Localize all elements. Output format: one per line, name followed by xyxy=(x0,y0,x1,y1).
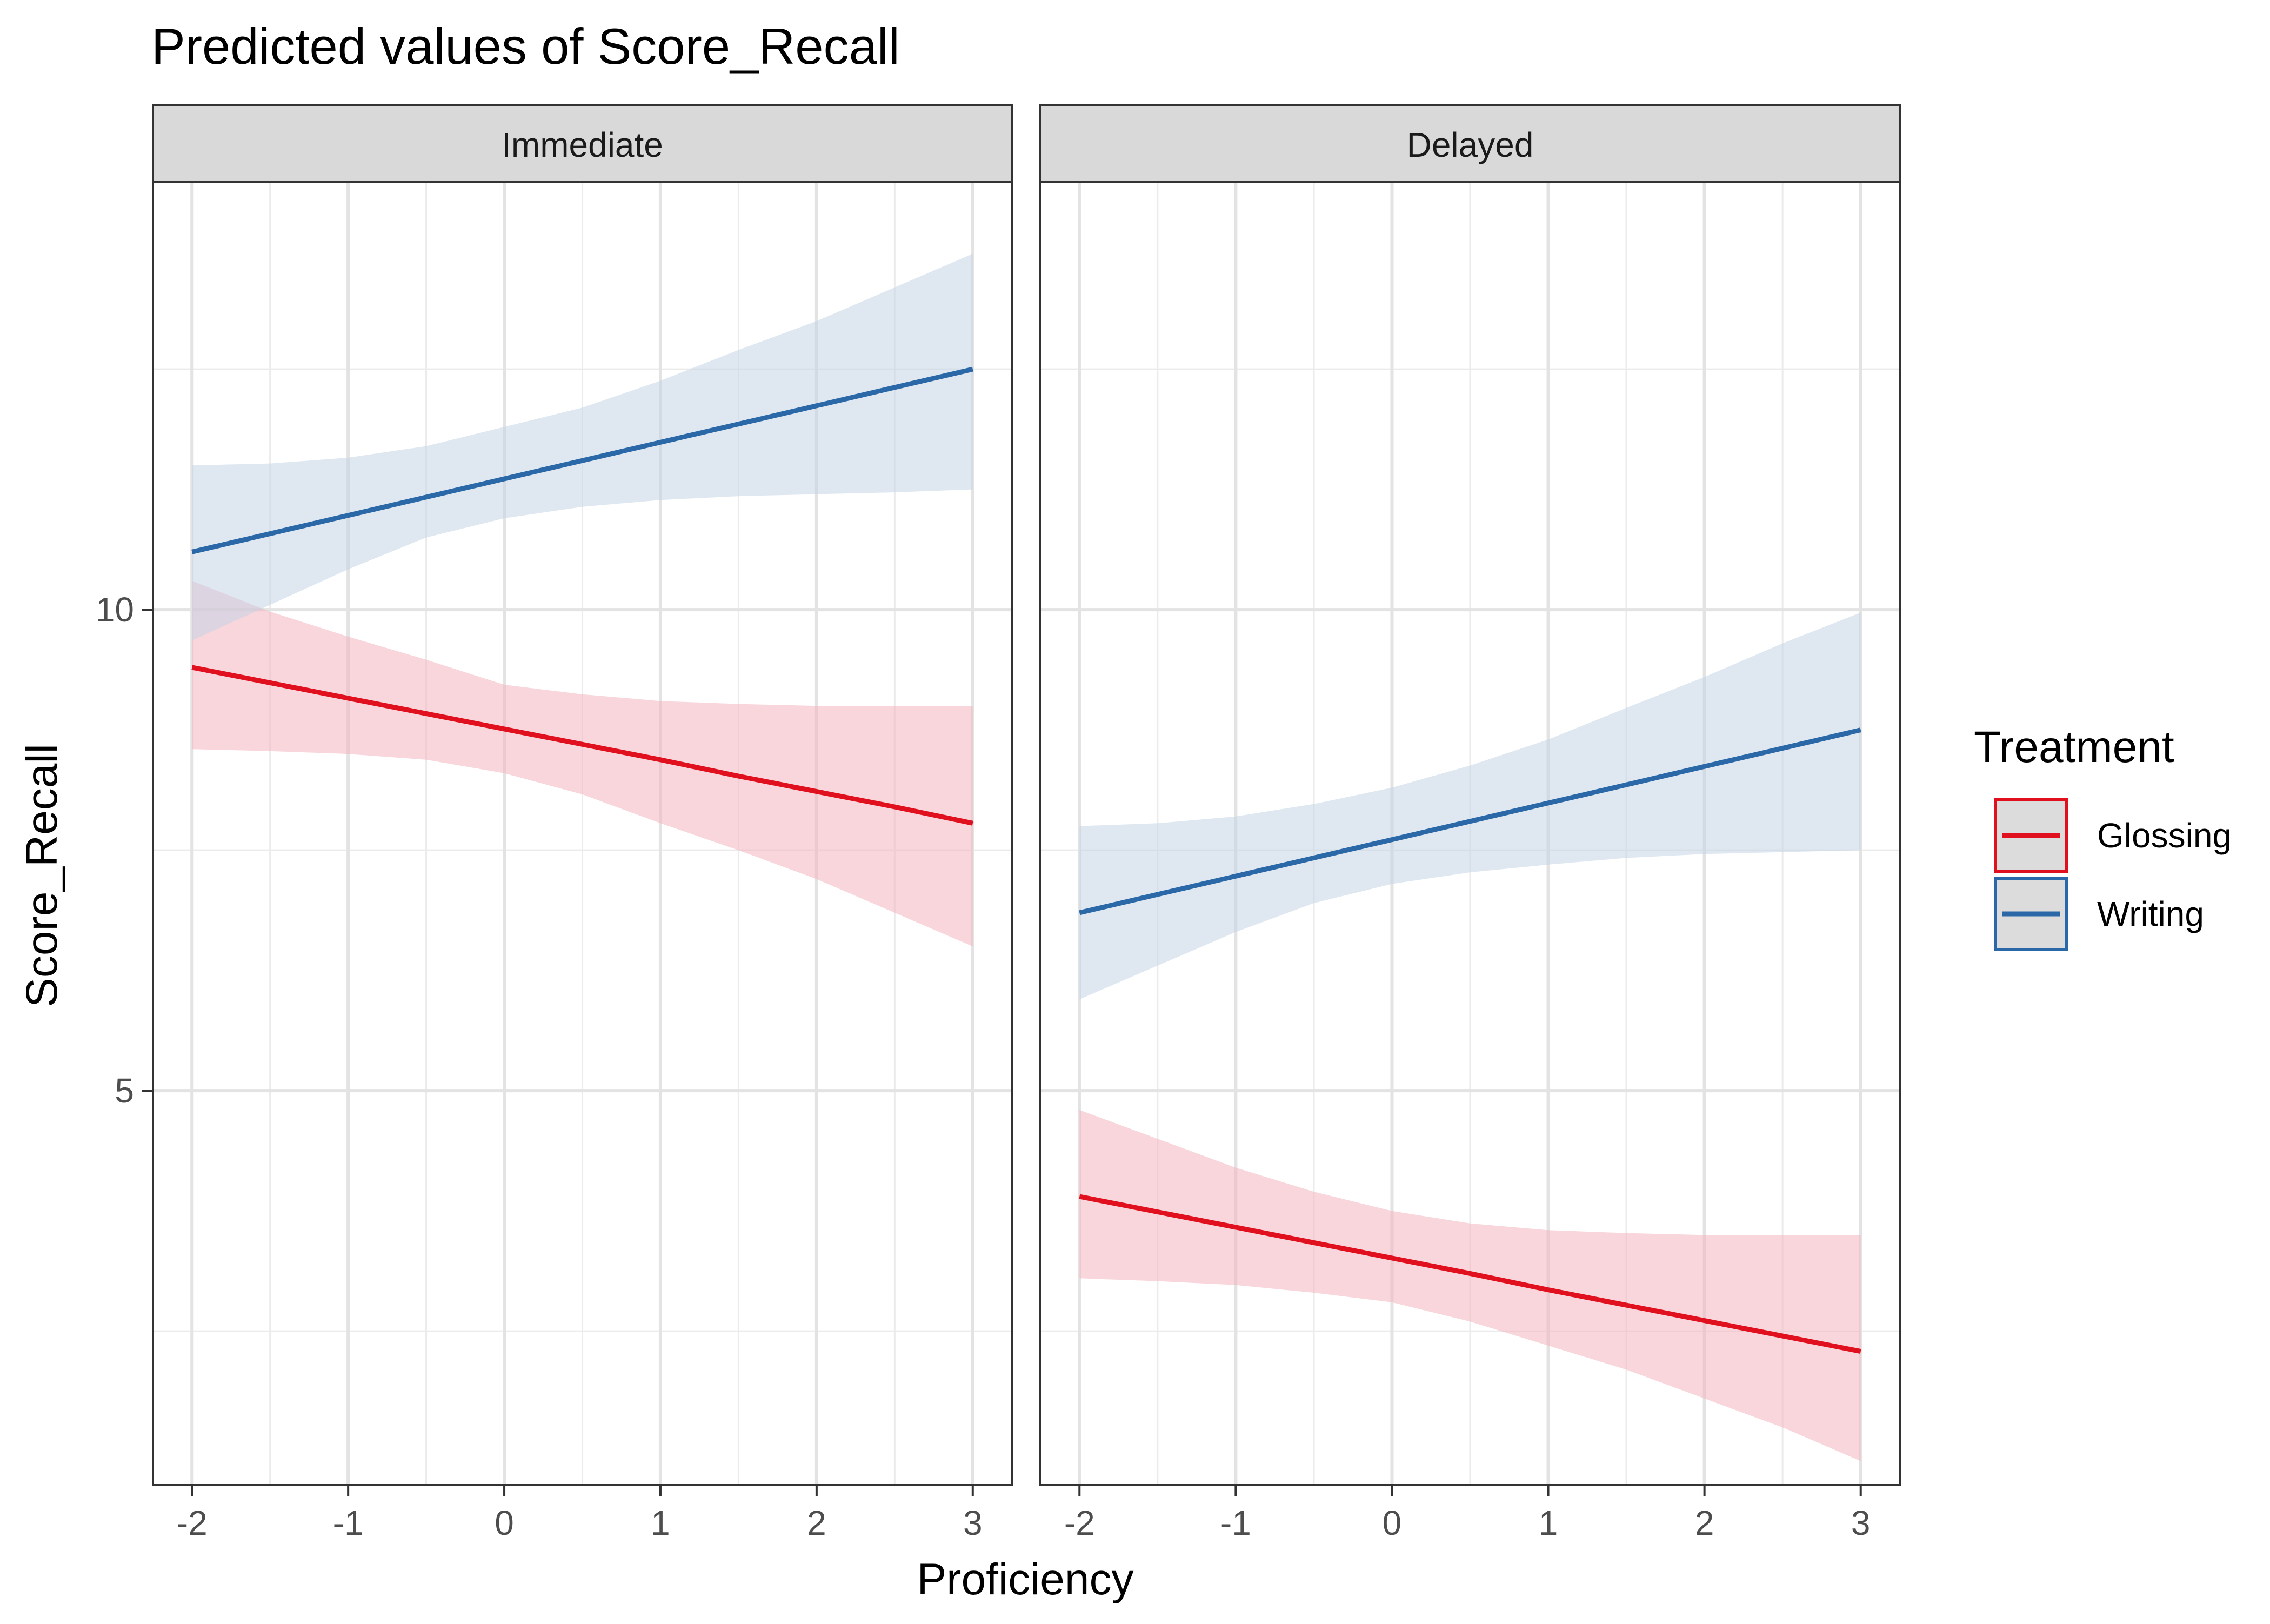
x-tick-label: -1 xyxy=(1220,1503,1251,1542)
ribbon-writing xyxy=(192,253,973,641)
legend-item-glossing: Glossing xyxy=(1994,798,2232,873)
x-tick-label: 0 xyxy=(495,1503,514,1542)
y-tick-label: 10 xyxy=(96,590,134,629)
chart-title: Predicted values of Score_Recall xyxy=(151,18,900,75)
ribbon-writing xyxy=(1079,612,1861,1000)
x-tick-label: 1 xyxy=(651,1503,670,1542)
x-tick-label: -2 xyxy=(1064,1503,1095,1542)
legend-item-writing: Writing xyxy=(1994,877,2204,951)
line-writing xyxy=(191,366,973,554)
panel-delayed: Delayed -2 -1 0 1 2 3 xyxy=(1039,104,1901,1542)
y-axis-title: Score_Recall xyxy=(17,744,66,1007)
strip-label: Immediate xyxy=(502,125,663,164)
ribbon-glossing xyxy=(1079,1110,1861,1461)
strip-background xyxy=(1039,104,1901,183)
x-tick-label: 2 xyxy=(1695,1503,1714,1542)
line-writing xyxy=(1079,727,1861,915)
x-tick-label: 0 xyxy=(1383,1503,1402,1542)
strip-label: Delayed xyxy=(1407,125,1534,164)
x-tick-label: 2 xyxy=(807,1503,826,1542)
x-tick-label: -1 xyxy=(333,1503,364,1542)
x-axis-title: Proficiency xyxy=(917,1555,1133,1604)
x-tick-label: 3 xyxy=(963,1503,983,1542)
legend-title: Treatment xyxy=(1974,723,2174,772)
line-glossing xyxy=(1079,1194,1861,1354)
strip-background xyxy=(152,104,1013,183)
legend: Treatment Glossing Writing xyxy=(1974,723,2232,951)
panels-layer: Immediate -2 -1 0 1 2 3 5 10 Delayed -2 -1 0 1 2 3 xyxy=(96,104,1901,1542)
panel-immediate: Immediate -2 -1 0 1 2 3 5 10 xyxy=(96,104,1013,1542)
legend-label-writing: Writing xyxy=(2097,894,2204,933)
legend-label-glossing: Glossing xyxy=(2097,816,2232,855)
line-glossing xyxy=(191,665,973,826)
ribbon-glossing xyxy=(192,580,973,947)
x-tick-label: -2 xyxy=(177,1503,208,1542)
y-tick-label: 5 xyxy=(115,1071,134,1110)
x-tick-label: 1 xyxy=(1539,1503,1558,1542)
x-tick-label: 3 xyxy=(1851,1503,1871,1542)
